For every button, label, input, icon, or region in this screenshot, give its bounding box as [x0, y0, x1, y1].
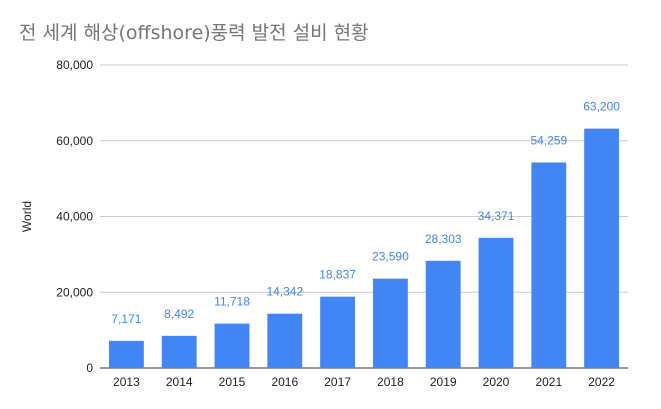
bar	[425, 260, 461, 368]
data-label: 54,259	[530, 133, 567, 147]
data-label: 14,342	[266, 285, 303, 299]
bar	[108, 340, 144, 368]
y-tick-label: 60,000	[56, 134, 93, 148]
x-tick-label: 2018	[377, 375, 404, 389]
bar	[372, 278, 408, 368]
data-labels: 7,171 8,492 11,718 14,342 18,837 23,590 28,303…	[111, 100, 620, 326]
x-tick-label: 2021	[535, 375, 562, 389]
data-label: 23,590	[372, 250, 409, 264]
bar	[478, 237, 514, 368]
y-axis-label: World	[20, 201, 34, 232]
data-label: 63,200	[583, 100, 620, 114]
y-axis-ticks: 0 20,000 40,000 60,000 80,000	[56, 58, 93, 375]
bar	[531, 162, 567, 368]
x-tick-label: 2015	[219, 375, 246, 389]
x-tick-label: 2019	[430, 375, 457, 389]
y-tick-label: 80,000	[56, 58, 93, 72]
x-axis-ticks: 2013 2014 2015 2016 2017 2018 2019 2020 2021 2022	[113, 375, 615, 389]
chart-title: 전 세계 해상(offshore)풍력 발전 설비 현황	[19, 22, 369, 44]
data-label: 8,492	[164, 307, 194, 321]
bar	[320, 296, 356, 368]
data-label: 18,837	[319, 268, 356, 282]
x-tick-label: 2014	[166, 375, 193, 389]
bar	[267, 313, 303, 368]
x-tick-label: 2013	[113, 375, 140, 389]
y-tick-label: 0	[86, 361, 93, 375]
y-tick-label: 20,000	[56, 285, 93, 299]
y-tick-label: 40,000	[56, 210, 93, 224]
bar	[214, 323, 250, 368]
data-label: 34,371	[478, 209, 515, 223]
x-tick-label: 2017	[324, 375, 351, 389]
bar	[584, 128, 620, 368]
data-label: 28,303	[425, 232, 462, 246]
data-label: 7,171	[111, 312, 141, 326]
bars	[108, 128, 620, 368]
x-tick-label: 2020	[483, 375, 510, 389]
bar	[161, 335, 197, 368]
x-tick-label: 2022	[588, 375, 615, 389]
data-label: 11,718	[214, 295, 250, 309]
x-tick-label: 2016	[271, 375, 298, 389]
